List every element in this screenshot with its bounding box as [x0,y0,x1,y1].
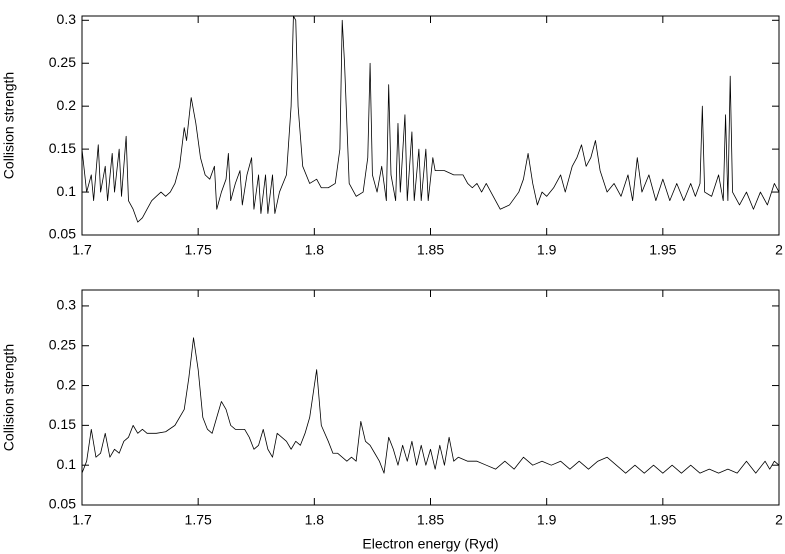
y-tick-label: 0.05 [49,496,76,512]
y-axis-label: Collision strength [1,72,17,179]
plot-frame [81,15,780,236]
plot-frame [81,289,780,506]
y-tick-label: 0.25 [49,54,76,70]
x-tick-label: 1.8 [305,242,325,258]
data-line [81,337,780,474]
x-tick-label: 1.8 [305,512,325,528]
x-tick-label: 1.75 [185,242,212,258]
x-tick-label: 1.95 [649,242,676,258]
x-tick-label: 1.95 [649,512,676,528]
x-tick-label: 1.85 [417,512,444,528]
y-tick-label: 0.15 [49,416,76,432]
y-tick-label: 0.3 [57,297,77,313]
y-tick-label: 0.1 [57,183,77,199]
y-axis-label: Collision strength [1,344,17,451]
y-tick-label: 0.2 [57,97,77,113]
y-tick-label: 0.3 [57,11,77,27]
x-tick-label: 1.9 [537,242,557,258]
y-tick-label: 0.15 [49,140,76,156]
x-tick-label: 1.7 [72,512,92,528]
x-tick-label: 2 [775,242,783,258]
y-tick-label: 0.2 [57,376,77,392]
data-line [81,15,780,223]
y-tick-label: 0.05 [49,226,76,242]
x-tick-label: 2 [775,512,783,528]
x-tick-label: 1.7 [72,242,92,258]
y-tick-label: 0.25 [49,336,76,352]
x-tick-label: 1.75 [185,512,212,528]
y-tick-label: 0.1 [57,456,77,472]
x-tick-label: 1.85 [417,242,444,258]
x-tick-label: 1.9 [537,512,557,528]
x-axis-label: Electron energy (Ryd) [362,536,498,552]
